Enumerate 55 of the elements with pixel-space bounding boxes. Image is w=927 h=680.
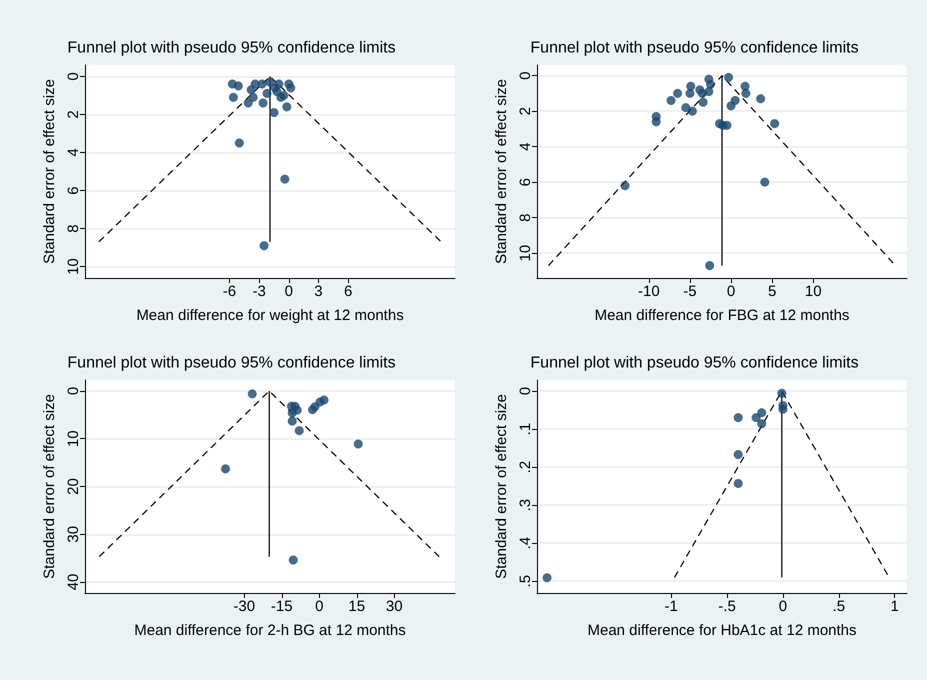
y-tick-label: 8 — [65, 224, 82, 233]
y-tick-label: 8 — [517, 213, 534, 222]
y-tick-label: 4 — [517, 142, 534, 151]
y-tick-label: 0 — [65, 386, 82, 396]
y-tick-label: 0 — [65, 72, 82, 81]
y-tick-label: .4 — [517, 536, 534, 550]
chart-title: Funnel plot with pseudo 95% confidence limits — [530, 354, 859, 372]
x-tick-label: -1 — [664, 598, 678, 615]
y-tick-label: 4 — [65, 148, 82, 157]
x-tick-label: -5 — [683, 283, 697, 300]
chart-title: Funnel plot with pseudo 95% confidence limits — [67, 40, 396, 56]
y-tick-label: 0 — [517, 71, 534, 80]
y-tick-label: 0 — [517, 386, 534, 396]
x-axis-title: Mean difference for 2-h BG at 12 months — [134, 622, 406, 639]
x-tick-label: .5 — [832, 598, 846, 615]
y-axis-title: Standard error of effect size — [493, 394, 510, 579]
y-tick-label: .1 — [517, 422, 534, 436]
y-tick-label: 2 — [517, 106, 534, 116]
x-tick-label: 0 — [284, 283, 293, 300]
x-tick-label: 5 — [768, 283, 776, 300]
y-tick-label: 6 — [65, 186, 82, 195]
x-tick-label: 0 — [778, 598, 788, 615]
y-axis-title: Standard error of effect size — [41, 394, 58, 579]
x-tick-label: 0 — [726, 283, 736, 300]
y-tick-label: 10 — [517, 244, 534, 262]
chart-title: Funnel plot with pseudo 95% confidence limits — [67, 354, 396, 372]
y-tick-label: 10 — [65, 258, 82, 275]
x-tick-label: 6 — [344, 283, 352, 300]
x-tick-label: -15 — [270, 598, 293, 615]
x-axis-title: Mean difference for weight at 12 months — [136, 307, 404, 324]
x-tick-label: -6 — [222, 283, 236, 300]
x-tick-label: 10 — [804, 283, 822, 300]
y-tick-label: .2 — [517, 460, 534, 474]
y-tick-label: .5 — [517, 574, 534, 588]
x-tick-label: -30 — [233, 598, 256, 615]
x-tick-label: 0 — [315, 598, 324, 615]
x-axis-title: Mean difference for HbA1c at 12 months — [587, 622, 857, 639]
y-tick-label: 30 — [65, 526, 82, 543]
chart-title: Funnel plot with pseudo 95% confidence limits — [530, 40, 859, 56]
y-axis-title: Standard error of effect size — [41, 79, 58, 264]
y-tick-label: 6 — [517, 178, 534, 186]
x-tick-label: 30 — [386, 598, 403, 615]
y-tick-label: 10 — [65, 430, 82, 448]
x-tick-label: 1 — [890, 598, 899, 615]
y-tick-label: 40 — [65, 574, 82, 590]
x-tick-label: -3 — [252, 283, 266, 300]
x-axis-title: Mean difference for FBG at 12 months — [594, 307, 850, 324]
x-tick-label: -.5 — [718, 598, 736, 615]
y-tick-label: .3 — [517, 498, 534, 512]
y-tick-label: 20 — [65, 478, 82, 495]
y-axis-title: Standard error of effect size — [493, 79, 510, 264]
y-tick-label: 2 — [65, 110, 82, 119]
x-tick-label: -10 — [638, 283, 660, 300]
x-tick-label: 15 — [348, 598, 366, 615]
x-tick-label: 3 — [314, 283, 323, 300]
